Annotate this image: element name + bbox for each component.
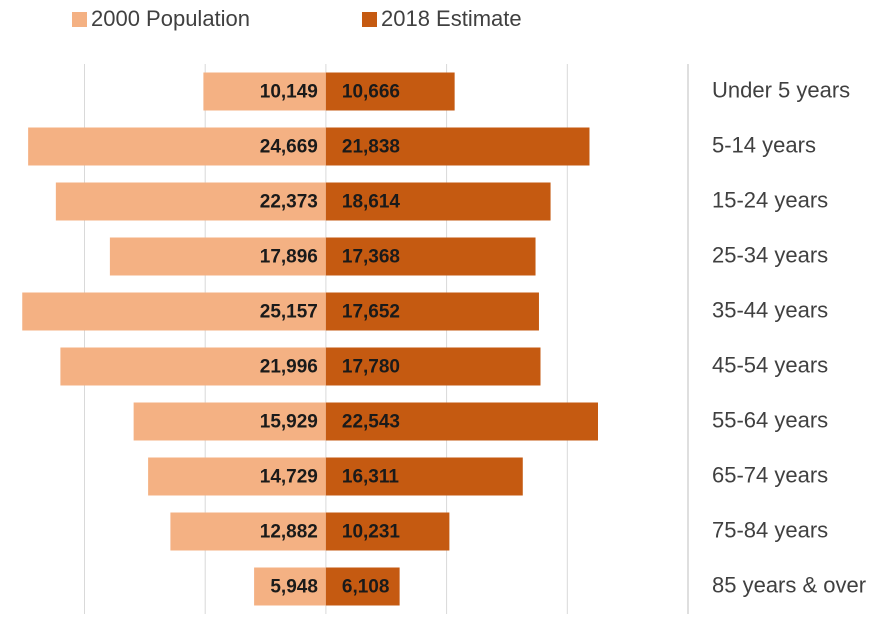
data-label: 10,231	[342, 522, 401, 543]
category-label: 65-74 years	[712, 462, 828, 487]
legend-swatch	[72, 12, 87, 27]
bar	[325, 72, 455, 111]
bar	[325, 567, 400, 606]
bar	[148, 457, 326, 496]
data-label: 21,838	[342, 137, 400, 158]
legend-swatch	[362, 12, 377, 27]
category-label: 25-34 years	[712, 242, 828, 267]
bar	[254, 567, 326, 606]
data-label: 18,614	[342, 192, 401, 213]
legend-label: 2000 Population	[91, 6, 250, 31]
bar	[325, 402, 598, 441]
category-label: 45-54 years	[712, 352, 828, 377]
bar	[133, 402, 326, 441]
bar	[325, 347, 541, 386]
data-label: 22,373	[260, 192, 318, 213]
bar	[60, 347, 326, 386]
bar	[325, 292, 539, 331]
category-label: Under 5 years	[712, 77, 850, 102]
data-label: 17,896	[260, 247, 318, 268]
bar	[325, 127, 590, 166]
bar	[28, 127, 326, 166]
data-label: 22,543	[342, 412, 400, 433]
category-label: 75-84 years	[712, 517, 828, 542]
category-label: 15-24 years	[712, 187, 828, 212]
data-label: 6,108	[342, 577, 390, 598]
data-label: 5,948	[270, 577, 318, 598]
bar	[55, 182, 326, 221]
category-label: 35-44 years	[712, 297, 828, 322]
bar	[203, 72, 326, 111]
data-label: 15,929	[260, 412, 318, 433]
bar	[325, 182, 551, 221]
data-label: 16,311	[342, 467, 399, 488]
bar	[325, 512, 450, 551]
bar	[170, 512, 326, 551]
data-label: 14,729	[260, 467, 318, 488]
data-label: 24,669	[260, 137, 318, 158]
data-label: 12,882	[260, 522, 318, 543]
category-label: 55-64 years	[712, 407, 828, 432]
data-label: 21,996	[260, 357, 318, 378]
data-label: 17,368	[342, 247, 400, 268]
bar	[325, 457, 523, 496]
data-label: 25,157	[260, 302, 318, 323]
bar	[325, 237, 536, 276]
bar	[109, 237, 326, 276]
data-label: 10,666	[342, 82, 400, 103]
legend-label: 2018 Estimate	[381, 6, 522, 31]
category-label: 5-14 years	[712, 132, 816, 157]
data-label: 17,652	[342, 302, 400, 323]
data-label: 10,149	[260, 82, 318, 103]
data-label: 17,780	[342, 357, 400, 378]
bar	[22, 292, 326, 331]
category-label: 85 years & over	[712, 572, 866, 597]
